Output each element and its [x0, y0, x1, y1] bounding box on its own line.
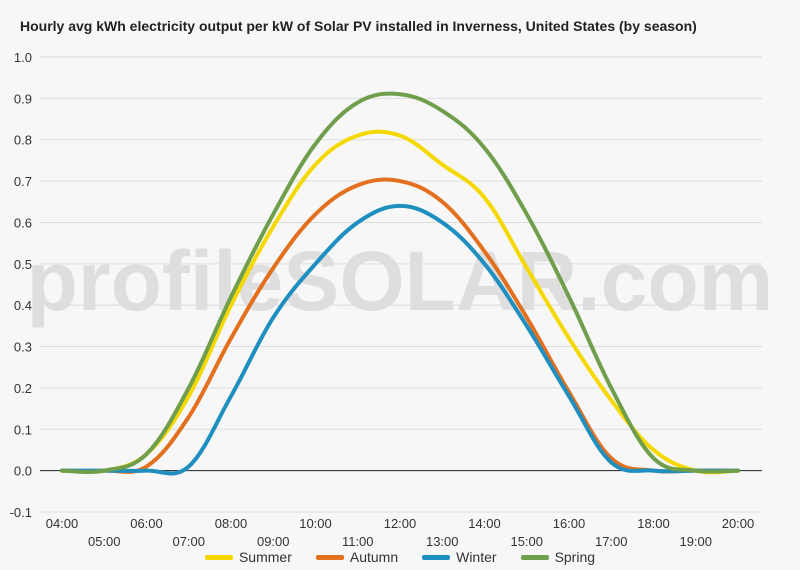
x-tick-label: 05:00	[88, 534, 121, 549]
x-tick-label: 18:00	[637, 516, 670, 531]
x-tick-label: 19:00	[679, 534, 712, 549]
chart-title: Hourly avg kWh electricity output per kW…	[20, 18, 697, 34]
legend-label: Spring	[554, 549, 596, 565]
y-tick-label: 0.1	[14, 422, 32, 437]
y-tick-label: 0.0	[14, 464, 32, 479]
x-tick-label: 16:00	[553, 516, 586, 531]
y-tick-label: -0.1	[10, 505, 32, 520]
x-tick-label: 14:00	[468, 516, 501, 531]
series-line-summer	[60, 129, 740, 475]
y-tick-label: 0.9	[14, 91, 32, 106]
legend-label: Summer	[238, 549, 292, 565]
legend: Summer Autumn Winter Spring	[0, 549, 800, 565]
legend-swatch	[315, 554, 344, 560]
y-tick-label: 1.0	[14, 50, 32, 65]
legend-label: Autumn	[349, 549, 399, 565]
x-tick-label: 13:00	[426, 534, 459, 549]
y-tick-label: 0.3	[14, 340, 32, 355]
y-tick-label: 0.4	[14, 298, 32, 313]
x-tick-label: 11:00	[342, 534, 374, 549]
x-tick-label: 06:00	[130, 516, 163, 531]
watermark: profileSOLAR.com	[27, 234, 774, 328]
series-line-autumn	[60, 177, 740, 474]
x-tick-label: 04:00	[46, 516, 79, 531]
legend-item-winter[interactable]: Winter	[422, 549, 497, 565]
series-line-spring	[60, 91, 740, 474]
y-tick-label: 0.5	[14, 257, 32, 272]
y-tick-label: 0.8	[14, 133, 32, 148]
legend-item-spring[interactable]: Spring	[520, 549, 596, 565]
x-tick-label: 20:00	[722, 516, 755, 531]
x-tick-label: 08:00	[215, 516, 248, 531]
x-tick-label: 17:00	[595, 534, 628, 549]
x-tick-label: 07:00	[172, 534, 205, 549]
x-tick-label: 09:00	[257, 534, 290, 549]
x-tick-label: 10:00	[299, 516, 332, 531]
legend-label: Winter	[456, 549, 497, 565]
x-tick-label: 12:00	[384, 516, 417, 531]
legend-item-autumn[interactable]: Autumn	[315, 549, 399, 565]
legend-item-summer[interactable]: Summer	[204, 549, 292, 565]
y-tick-label: 0.6	[14, 215, 32, 230]
y-tick-label: 0.2	[14, 381, 32, 396]
legend-swatch	[520, 554, 549, 560]
x-tick-label: 15:00	[510, 534, 543, 549]
legend-swatch	[422, 554, 451, 560]
y-tick-label: 0.7	[14, 174, 32, 189]
series-line-winter	[60, 203, 740, 476]
legend-swatch	[204, 554, 233, 560]
